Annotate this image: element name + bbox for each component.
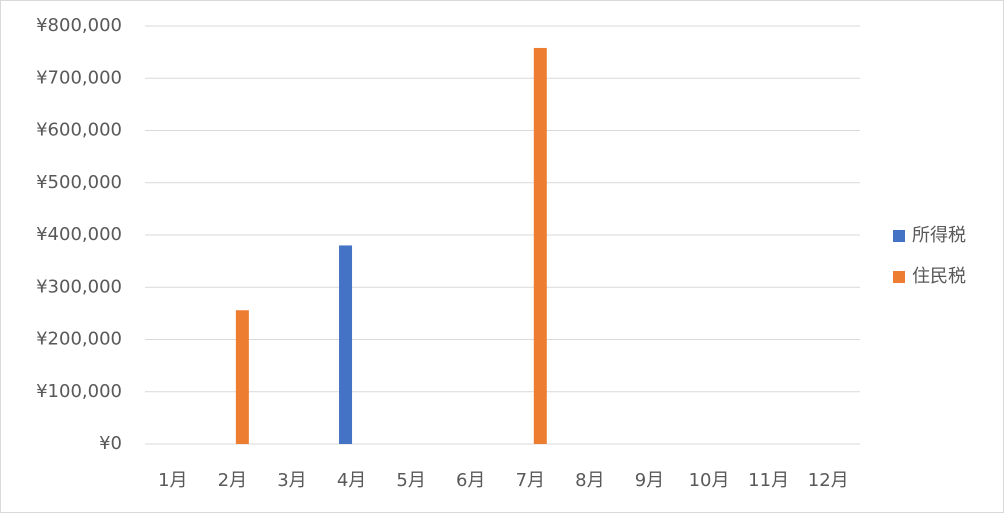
y-tick-label: ¥700,000 — [36, 67, 122, 88]
x-tick-label: 12月 — [808, 470, 849, 491]
x-tick-label: 3月 — [277, 470, 306, 491]
y-tick-label: ¥500,000 — [36, 172, 122, 193]
bar — [235, 310, 249, 444]
x-tick-label: 11月 — [748, 470, 789, 491]
legend-label: 住民税 — [912, 266, 966, 287]
x-tick-label: 9月 — [635, 470, 664, 491]
bar — [339, 245, 353, 444]
x-tick-label: 2月 — [218, 470, 247, 491]
bar — [533, 47, 547, 444]
x-tick-label: 10月 — [689, 470, 730, 491]
x-tick-label: 1月 — [158, 470, 187, 491]
y-tick-label: ¥200,000 — [36, 329, 122, 350]
y-tick-label: ¥300,000 — [36, 276, 122, 297]
y-tick-label: ¥600,000 — [36, 120, 122, 141]
x-tick-label: 7月 — [516, 470, 545, 491]
x-tick-label: 4月 — [337, 470, 366, 491]
x-tick-label: 8月 — [575, 470, 604, 491]
legend-swatch — [893, 271, 905, 283]
y-tick-label: ¥800,000 — [36, 15, 122, 36]
x-tick-label: 5月 — [396, 470, 425, 491]
legend-swatch — [893, 230, 905, 242]
y-tick-label: ¥100,000 — [36, 381, 122, 402]
y-tick-label: ¥400,000 — [36, 224, 122, 245]
x-tick-label: 6月 — [456, 470, 485, 491]
legend-label: 所得税 — [912, 225, 966, 246]
y-tick-label: ¥0 — [99, 433, 122, 454]
